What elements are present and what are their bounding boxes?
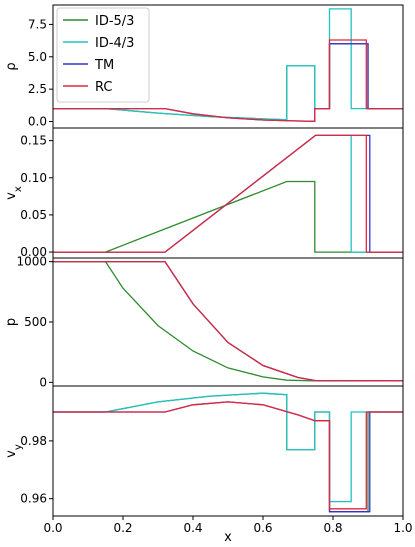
y-tick-label: 0.00 [20,245,47,259]
panel-frame [52,257,404,387]
panel-frame [52,385,404,517]
legend-label-id-5-3: ID-5/3 [95,14,134,29]
series-line-tm [53,260,404,382]
legend-label-tm: TM [94,58,114,73]
x-tick-label: 0.0 [43,521,62,535]
x-axis-label: x [224,530,232,545]
x-tick-label: 0.8 [323,521,342,535]
y-axis-label: ρ [4,62,19,70]
series-line-id-5-3 [53,180,403,253]
y-tick-label: 0.15 [20,134,47,148]
y-axis-label: p [4,318,19,326]
legend-label-id-4-3: ID-4/3 [95,36,134,51]
series-line-id-5-3 [53,260,403,382]
x-tick-label: 0.6 [253,521,272,535]
series-line-rc [53,260,404,382]
series-line-rc [53,401,403,510]
series-line-id-4-3 [53,134,403,253]
series-line-id-4-3 [53,392,403,503]
series-line-tm [53,134,403,253]
x-tick-label: 0.2 [113,521,132,535]
panel-3: 0 500 1000 p [4,255,404,389]
series-line-rc [53,134,403,253]
y-axis-label: vx [4,186,24,200]
panel-frame [52,127,404,259]
y-tick-label: 5.0 [28,50,47,64]
legend-label-rc: RC [95,80,112,95]
x-tick-label: 1.0 [393,521,412,535]
legend-box [56,7,150,103]
series-line-id-4-3 [53,260,404,382]
panel-2: 0.00 0.05 0.10 0.15 vx [4,127,404,259]
y-tick-label: 0.96 [20,492,47,506]
y-tick-label: 0 [39,375,47,389]
series-line-tm [53,401,403,513]
y-tick-label: 1000 [16,255,47,269]
y-tick-label: 0.0 [28,115,47,129]
y-tick-label: 500 [24,315,47,329]
series-line-id-5-3 [53,392,403,513]
x-tick-label: 0.4 [183,521,202,535]
series-line-rc [53,39,403,122]
y-tick-label: 0.05 [20,208,47,222]
y-tick-label: 2.5 [28,82,47,96]
panel-1: 0.0 2.5 5.0 7.5 ρ [4,4,404,129]
series-line-id-4-3 [53,8,403,121]
y-axis-label: vy [4,444,24,458]
legend: ID-5/3 ID-4/3 TM RC [56,7,150,103]
y-tick-label: 0.98 [20,434,47,448]
y-tick-label: 0.10 [20,171,47,185]
y-tick-label: 7.5 [28,17,47,31]
